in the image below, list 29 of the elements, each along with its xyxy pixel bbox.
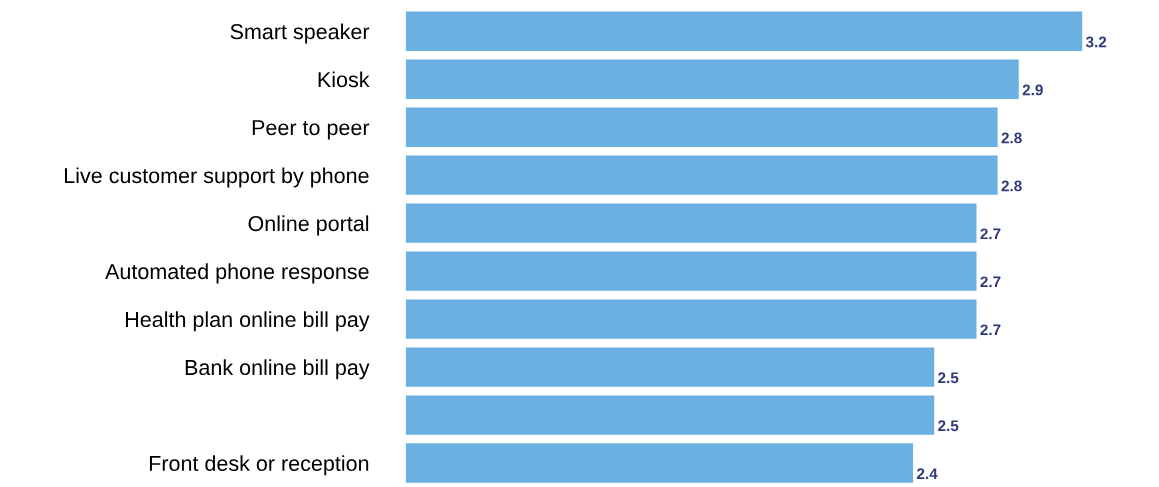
y-tick-label: Front desk or reception	[149, 455, 369, 476]
data-label: 2.9	[1022, 84, 1043, 96]
data-label: 2.5	[938, 420, 959, 432]
y-tick-label: Online portal	[248, 215, 369, 236]
bar	[405, 347, 935, 387]
bar	[405, 203, 977, 243]
bar	[405, 107, 998, 147]
y-tick-label: Live customer support by phone	[64, 167, 369, 188]
bar	[405, 299, 977, 339]
y-tick-label: Bank online bill pay	[185, 359, 370, 380]
bar	[405, 11, 1083, 51]
y-tick-label: Automated phone response	[105, 263, 369, 284]
data-label: 2.8	[1001, 132, 1022, 144]
y-tick-label: Health plan online bill pay	[125, 311, 370, 332]
bar	[405, 443, 914, 483]
y-tick-label: Kiosk	[318, 71, 370, 88]
bar	[405, 251, 977, 291]
data-label: 2.7	[980, 324, 1001, 336]
y-tick-label: Peer to peer	[252, 120, 370, 140]
bar	[405, 395, 935, 435]
bar	[405, 155, 998, 195]
bar	[405, 59, 1019, 99]
data-label: 2.4	[916, 468, 938, 479]
data-label: 2.7	[980, 276, 1001, 288]
data-label: 2.8	[1001, 180, 1022, 192]
y-tick-label: Smart speaker	[230, 23, 370, 44]
data-label: 2.7	[980, 228, 1001, 240]
data-label: 3.2	[1085, 36, 1107, 48]
data-label: 2.5	[938, 372, 959, 384]
